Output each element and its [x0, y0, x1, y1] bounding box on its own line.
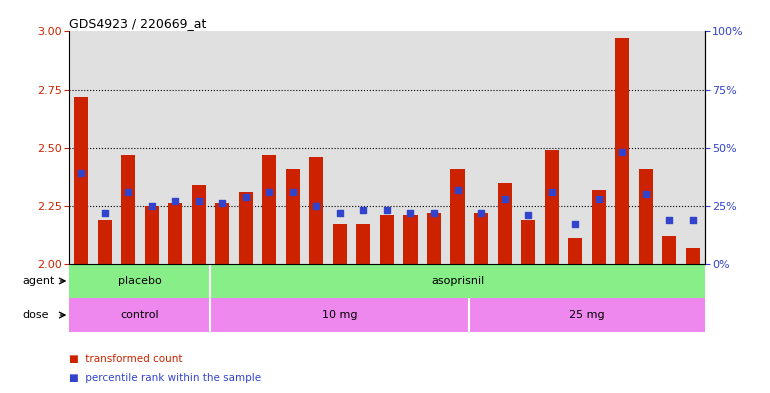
- Point: [216, 200, 229, 207]
- Bar: [380, 215, 394, 264]
- Point: [569, 221, 581, 228]
- Text: asoprisnil: asoprisnil: [431, 276, 484, 286]
- Point: [99, 209, 111, 216]
- Point: [545, 189, 557, 195]
- Text: placebo: placebo: [118, 276, 162, 286]
- Bar: [591, 189, 606, 264]
- Point: [192, 198, 205, 204]
- Bar: [450, 169, 464, 264]
- Point: [663, 217, 675, 223]
- Text: 25 mg: 25 mg: [569, 310, 604, 320]
- Point: [640, 191, 652, 197]
- Point: [333, 209, 346, 216]
- Point: [169, 198, 182, 204]
- Bar: [239, 192, 253, 264]
- Bar: [662, 236, 676, 264]
- Point: [593, 196, 605, 202]
- Text: dose: dose: [22, 310, 49, 320]
- Point: [286, 189, 299, 195]
- Bar: [310, 157, 323, 264]
- Point: [687, 217, 699, 223]
- Point: [263, 189, 276, 195]
- Bar: [74, 97, 88, 264]
- Point: [616, 149, 628, 156]
- Bar: [403, 215, 417, 264]
- Point: [522, 212, 534, 218]
- Bar: [98, 220, 112, 264]
- Point: [310, 203, 323, 209]
- Bar: [686, 248, 700, 264]
- Bar: [521, 220, 535, 264]
- Bar: [192, 185, 206, 264]
- Text: 10 mg: 10 mg: [322, 310, 357, 320]
- Point: [428, 209, 440, 216]
- Text: ■  transformed count: ■ transformed count: [69, 354, 182, 364]
- Text: control: control: [121, 310, 159, 320]
- Bar: [544, 150, 559, 264]
- Text: ■  percentile rank within the sample: ■ percentile rank within the sample: [69, 373, 262, 383]
- Bar: [474, 213, 488, 264]
- Point: [146, 203, 158, 209]
- Point: [381, 208, 393, 214]
- Text: agent: agent: [22, 276, 55, 286]
- Bar: [263, 155, 276, 264]
- Point: [498, 196, 511, 202]
- Bar: [215, 204, 229, 264]
- Bar: [121, 155, 136, 264]
- Bar: [615, 39, 629, 264]
- Bar: [357, 224, 370, 264]
- Point: [122, 189, 134, 195]
- Bar: [427, 213, 441, 264]
- Bar: [638, 169, 653, 264]
- Point: [75, 170, 87, 176]
- Bar: [333, 224, 347, 264]
- Point: [357, 208, 370, 214]
- Point: [404, 209, 417, 216]
- Bar: [497, 183, 511, 264]
- Text: GDS4923 / 220669_at: GDS4923 / 220669_at: [69, 17, 206, 30]
- Bar: [168, 204, 182, 264]
- Bar: [568, 239, 582, 264]
- Bar: [145, 206, 159, 264]
- Point: [451, 186, 464, 193]
- Bar: [286, 169, 300, 264]
- Point: [239, 193, 252, 200]
- Point: [475, 209, 487, 216]
